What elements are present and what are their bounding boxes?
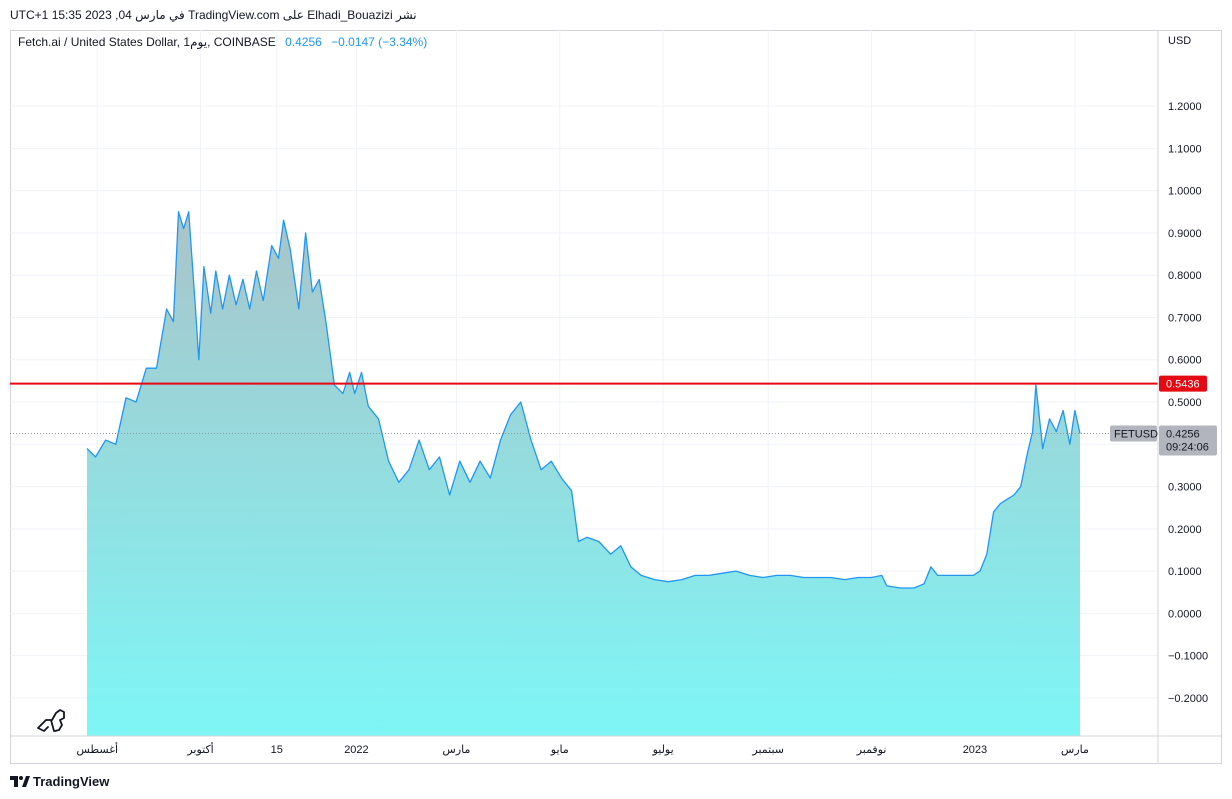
- legend: Fetch.ai / United States Dollar, 1يوم, C…: [18, 35, 427, 49]
- time-tick-label: مارس: [442, 744, 470, 756]
- price-tick-label: −0.1000: [1168, 651, 1208, 663]
- price-tick-label: 0.1000: [1168, 566, 1202, 578]
- price-tick-label: 0.3000: [1168, 482, 1202, 494]
- time-tick-label: سبتمبر: [751, 744, 784, 756]
- brand-name: TradingView: [33, 773, 110, 789]
- price-tick-label: 0.0000: [1168, 608, 1202, 620]
- price-tick-label: 0.9000: [1168, 228, 1202, 240]
- price-tick-label: 0.8000: [1168, 270, 1202, 282]
- dino-icon: [37, 709, 65, 732]
- price-tick-label: 0.2000: [1168, 524, 1202, 536]
- price-axis-unit: USD: [1168, 35, 1191, 47]
- hline-badge: [1159, 375, 1207, 392]
- symbol-badge: [1110, 425, 1157, 442]
- time-tick-label: يوليو: [652, 744, 674, 756]
- last-value: 0.4256: [285, 35, 322, 49]
- time-tick-label: نوفمبر: [856, 744, 887, 756]
- horizontal-line[interactable]: 0.5436: [10, 375, 1207, 392]
- price-badge-value: 0.4256: [1166, 428, 1200, 440]
- time-tick-label: أكتوبر: [186, 742, 213, 756]
- hline-label: 0.5436: [1166, 379, 1200, 391]
- price-tick-label: 1.0000: [1168, 186, 1202, 198]
- area-series: [10, 211, 1158, 737]
- price-badge: [1159, 425, 1217, 456]
- price-chart[interactable]: 0.5436 1.2000 1.1000 1.0000 0.9000 0.8000 0.7…: [10, 30, 1222, 764]
- price-tick-label: 0.5000: [1168, 397, 1202, 409]
- price-tick-label: 1.2000: [1168, 101, 1202, 113]
- publish-line: UTC+1 في مارس 04, 2023 15:35 TradingView…: [10, 8, 417, 22]
- change-value: −0.0147 (−3.34%): [331, 35, 428, 49]
- price-tick-label: −0.2000: [1168, 693, 1208, 705]
- time-tick-label: أغسطس: [76, 742, 118, 756]
- time-tick-label: 15: [271, 744, 283, 756]
- symbol-title: Fetch.ai / United States Dollar, 1يوم, C…: [18, 35, 276, 49]
- price-line: [86, 211, 1081, 589]
- tv-watermark: [37, 709, 65, 732]
- tradingview-logo-icon: [10, 776, 30, 787]
- brand-footer[interactable]: TradingView: [10, 772, 109, 790]
- price-badge-countdown: 09:24:06: [1166, 441, 1209, 453]
- axes: 1.2000 1.1000 1.0000 0.9000 0.8000 0.7000 0.60…: [10, 30, 1222, 764]
- symbol-badge-label: FETUSD: [1114, 428, 1158, 440]
- time-tick-label: 2022: [344, 744, 368, 756]
- price-tick-label: 0.6000: [1168, 355, 1202, 367]
- price-tick-label: 1.1000: [1168, 143, 1202, 155]
- time-tick-label: 2023: [963, 744, 987, 756]
- chart-frame: [10, 30, 1222, 764]
- area-fill: [87, 211, 1080, 737]
- price-tick-label: 0.7000: [1168, 312, 1202, 324]
- time-tick-label: مايو: [550, 744, 569, 756]
- time-tick-label: مارس: [1061, 744, 1089, 756]
